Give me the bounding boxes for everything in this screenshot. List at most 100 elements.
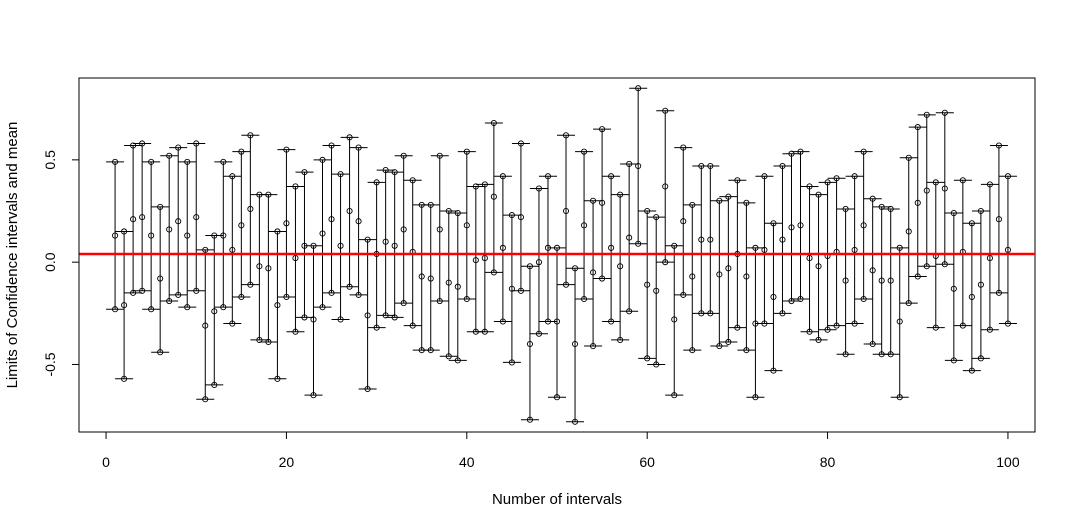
x-tick-label: 40 [459,454,475,470]
interval-mean-point [319,230,326,237]
interval-mean-point [328,216,335,223]
interval-upper-point [328,142,335,149]
interval-upper-point [265,191,272,198]
interval-lower-point [454,357,461,364]
interval-upper-point [553,244,561,251]
interval-mean-point [896,318,903,325]
interval-mean-point [779,236,786,243]
interval-mean-point [698,236,705,243]
interval-lower-point [653,361,660,368]
interval-mean-point [535,259,543,266]
interval-lower-point [842,351,849,358]
interval-mean-point [653,287,660,294]
interval-upper-point [653,214,660,221]
interval-mean-point [517,214,524,221]
interval-upper-point [130,142,137,149]
interval-upper-point [779,162,786,170]
interval-upper-point [472,183,479,190]
interval-lower-point [959,322,966,329]
interval-lower-point [553,394,561,401]
interval-upper-point [590,197,597,204]
interval-upper-point [959,177,966,184]
interval-lower-point [788,297,795,305]
interval-lower-point [328,289,335,296]
interval-lower-point [436,297,443,305]
interval-lower-point [923,263,930,270]
interval-lower-point [743,347,750,354]
interval-lower-point [932,324,939,331]
interval-upper-point [869,195,876,202]
interval-mean-point [526,340,533,348]
interval-lower-point [644,355,651,362]
interval-upper-point [770,220,777,227]
interval-lower-point [851,320,858,327]
interval-mean-point [599,199,606,206]
interval-lower-point [517,287,524,294]
interval-mean-point [229,246,236,253]
interval-lower-point [112,306,119,313]
interval-lower-point [148,306,155,313]
interval-upper-point [148,158,155,165]
interval-mean-point [508,285,515,292]
interval-upper-point [680,144,687,151]
interval-mean-point [581,222,588,229]
interval-upper-point [617,191,624,198]
interval-upper-point [824,179,831,186]
interval-mean-point [860,222,867,229]
interval-upper-point [229,173,236,180]
interval-upper-point [355,144,362,151]
interval-upper-point [382,167,389,174]
interval-upper-point [544,173,552,180]
interval-mean-point [265,265,272,272]
interval-mean-point [571,340,579,348]
interval-mean-point [707,236,714,243]
interval-lower-point [734,324,741,331]
interval-mean-point [355,218,362,225]
interval-mean-point [130,216,137,223]
x-tick-label: 0 [102,454,110,470]
interval-upper-point [445,207,452,215]
interval-upper-point [112,158,119,165]
interval-mean-point [608,244,615,251]
interval-mean-point [220,232,227,239]
interval-mean-point [112,232,119,239]
interval-upper-point [932,179,939,186]
interval-lower-point [914,273,921,280]
interval-upper-point [581,148,588,155]
interval-upper-point [752,244,759,251]
interval-lower-point [229,320,236,327]
interval-upper-point [193,140,200,147]
interval-mean-point [274,302,281,309]
interval-mean-point [175,218,182,225]
interval-lower-point [662,259,669,266]
interval-upper-point [977,207,984,215]
interval-upper-point [707,162,714,170]
interval-mean-point [337,242,344,249]
interval-mean-point [1004,246,1011,253]
interval-lower-point [193,287,200,294]
interval-lower-point [689,347,696,354]
interval-lower-point [968,367,975,374]
interval-mean-point [436,226,443,233]
interval-upper-point [499,173,506,180]
interval-lower-point [301,314,308,321]
interval-lower-point [184,304,191,311]
interval-lower-point [833,322,840,329]
interval-lower-point [400,300,407,307]
interval-upper-point [725,193,732,200]
interval-mean-point [905,228,912,235]
interval-upper-point [481,181,488,188]
interval-upper-point [1004,173,1011,180]
interval-upper-point [644,207,651,215]
interval-mean-point [148,232,155,239]
interval-upper-point [608,173,615,180]
interval-mean-point [310,316,317,323]
interval-upper-point [797,148,804,155]
interval-mean-point [427,275,434,282]
interval-mean-point [761,246,768,253]
interval-mean-point [292,255,299,262]
interval-lower-point [887,351,894,358]
interval-upper-point [157,203,164,210]
interval-mean-point [481,255,488,262]
interval-upper-point [139,140,146,147]
